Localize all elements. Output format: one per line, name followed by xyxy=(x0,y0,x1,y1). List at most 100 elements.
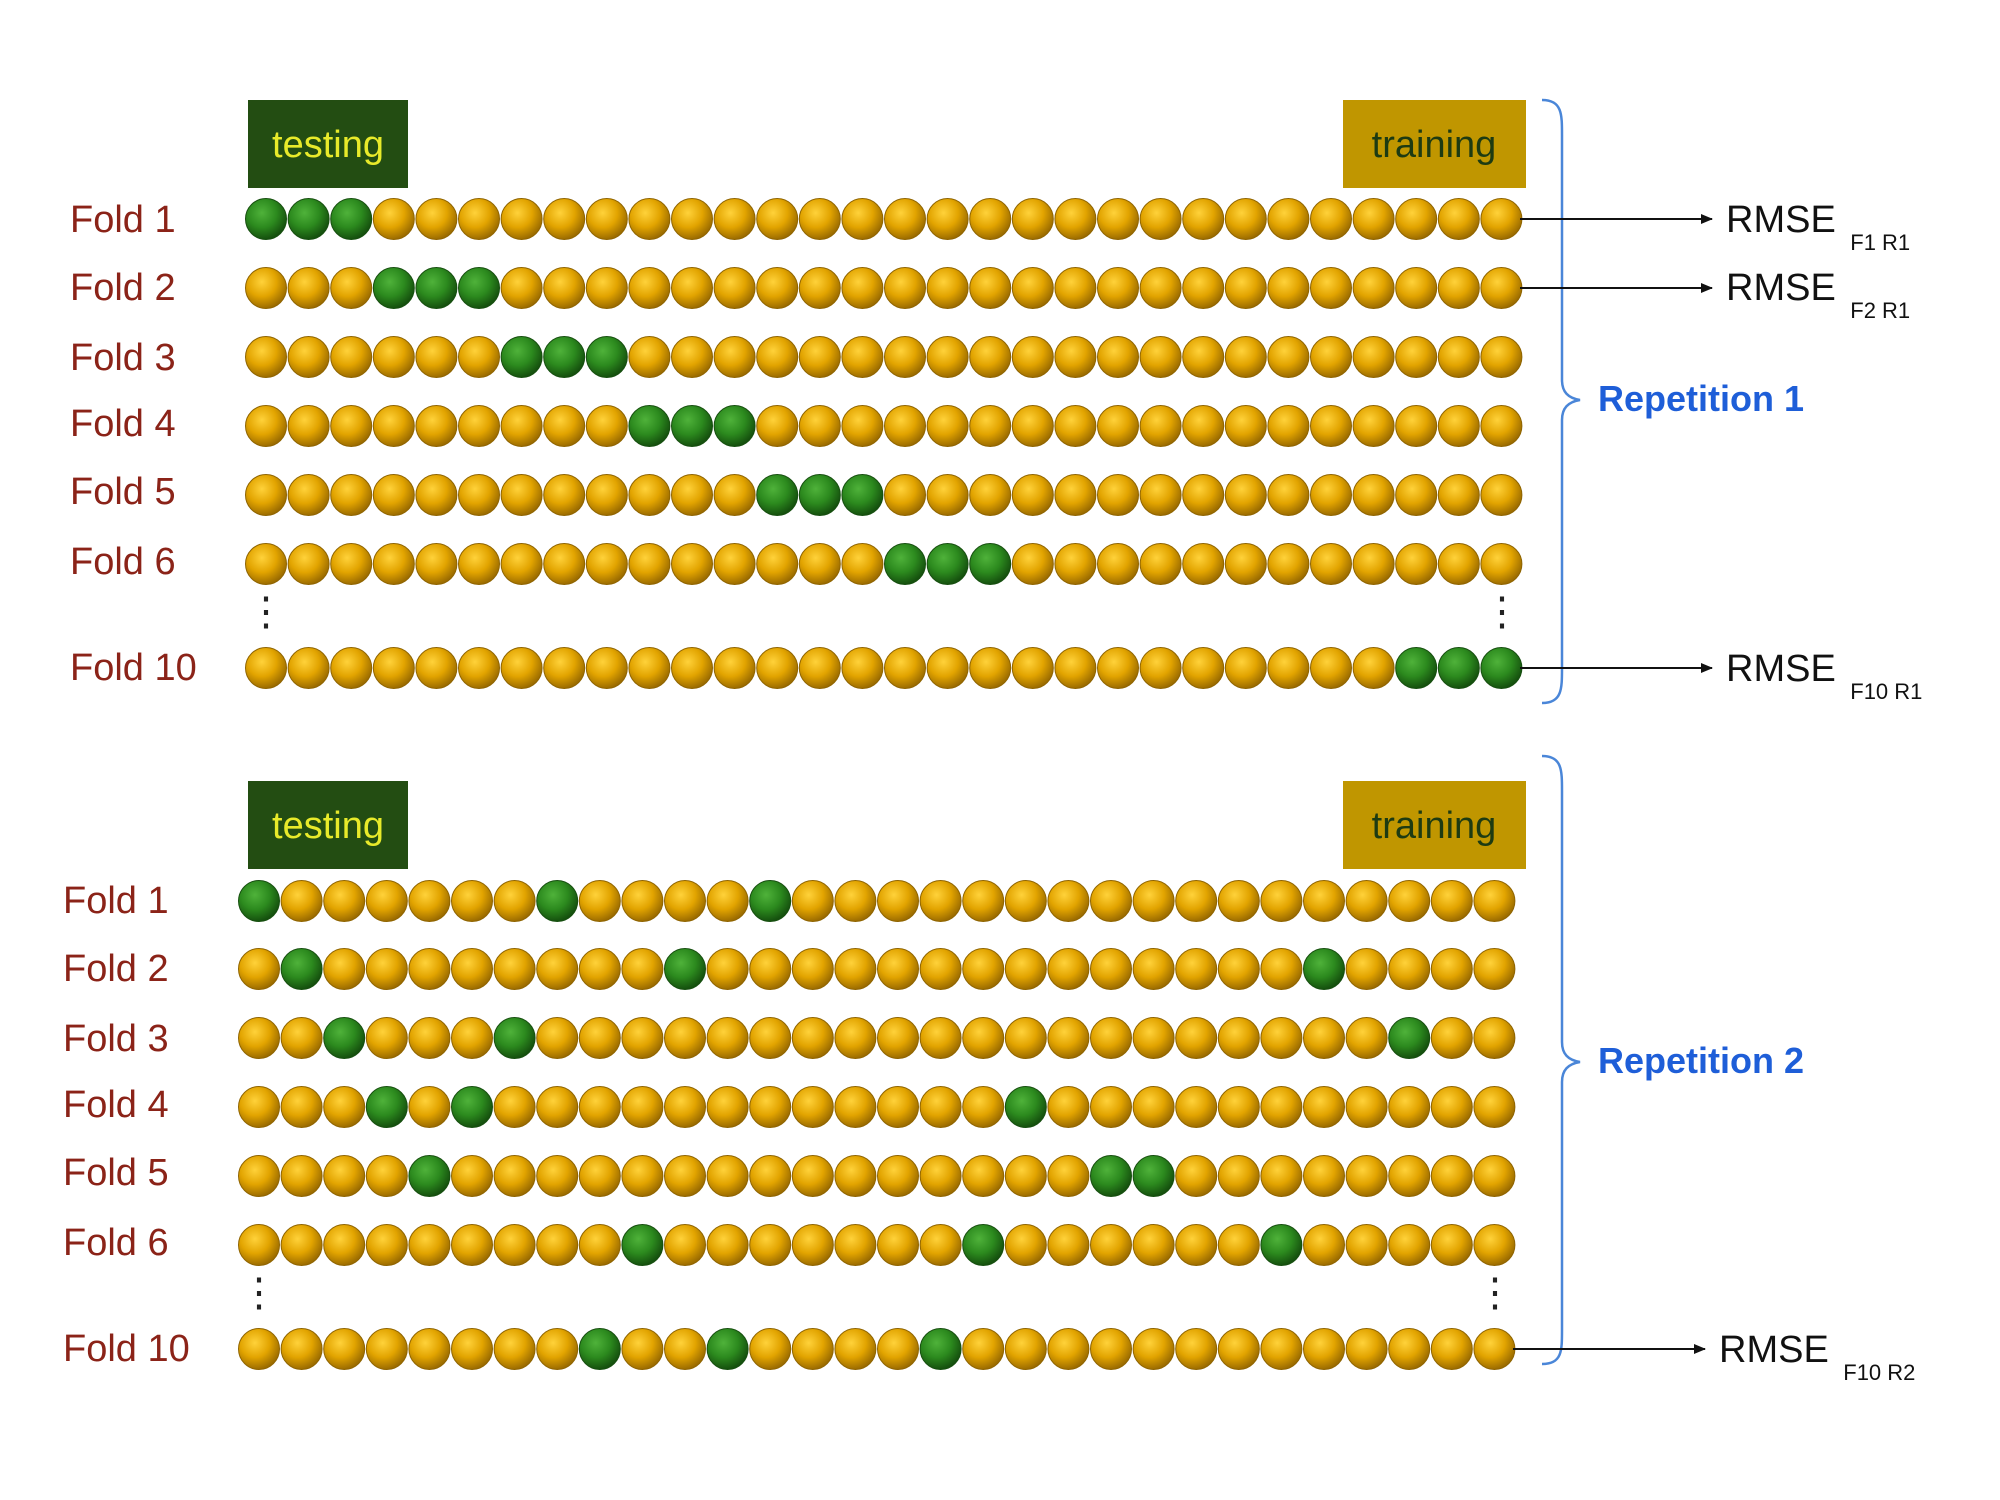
training-ball xyxy=(1054,543,1097,585)
training-ball xyxy=(798,267,841,309)
training-ball xyxy=(628,267,671,309)
training-ball xyxy=(1473,948,1516,990)
repetition-2: testing training Fold 1 Fold 2 Fold 3 Fo… xyxy=(63,754,1915,1385)
training-ball xyxy=(628,474,671,516)
training-ball xyxy=(536,948,579,990)
testing-ball xyxy=(884,543,926,585)
training-ball xyxy=(962,880,1005,922)
training-ball xyxy=(834,1328,877,1370)
testing-ball xyxy=(238,880,280,922)
training-ball xyxy=(500,405,543,447)
ellipsis-right: ⋮ xyxy=(1482,590,1522,634)
training-ball xyxy=(493,1086,536,1128)
training-ball xyxy=(969,336,1012,378)
training-ball xyxy=(1352,543,1395,585)
training-ball xyxy=(1097,543,1139,585)
training-ball xyxy=(834,1224,877,1266)
training-ball xyxy=(585,647,628,689)
training-ball xyxy=(1430,1224,1473,1266)
training-ball xyxy=(706,948,749,990)
training-ball xyxy=(1182,543,1225,585)
training-ball xyxy=(330,474,373,516)
training-ball xyxy=(1388,1224,1431,1266)
training-ball xyxy=(1395,405,1438,447)
training-ball xyxy=(238,1086,280,1128)
training-ball xyxy=(451,1155,493,1197)
training-ball xyxy=(969,474,1012,516)
training-ball xyxy=(1097,198,1139,240)
training-ball xyxy=(458,647,500,689)
training-ball xyxy=(1260,1155,1303,1197)
training-ball xyxy=(1217,1155,1260,1197)
fold-label: Fold 1 xyxy=(70,199,176,241)
training-ball xyxy=(585,405,628,447)
training-ball xyxy=(458,543,500,585)
training-ball xyxy=(585,198,628,240)
training-ball xyxy=(841,336,884,378)
training-ball xyxy=(1011,336,1054,378)
training-ball xyxy=(1430,1328,1473,1370)
training-ball xyxy=(536,1017,579,1059)
training-ball xyxy=(664,1086,706,1128)
training-ball xyxy=(372,336,415,378)
training-ball xyxy=(372,543,415,585)
testing-ball xyxy=(245,198,287,240)
training-ball xyxy=(1480,267,1523,309)
training-ball xyxy=(1047,1155,1090,1197)
fold-label: Fold 6 xyxy=(70,541,176,583)
testing-ball xyxy=(578,1328,621,1370)
training-ball xyxy=(706,1017,749,1059)
training-ball xyxy=(1430,1017,1473,1059)
testing-ball xyxy=(323,1017,366,1059)
training-ball xyxy=(1224,543,1267,585)
testing-ball xyxy=(1004,1086,1047,1128)
training-ball xyxy=(621,948,664,990)
training-ball xyxy=(926,474,969,516)
testing-ball xyxy=(1437,647,1480,689)
training-ball xyxy=(1352,336,1395,378)
training-ball xyxy=(664,880,706,922)
training-ball xyxy=(749,1328,792,1370)
fold-label: Fold 4 xyxy=(63,1084,169,1126)
training-ball xyxy=(1352,198,1395,240)
training-ball xyxy=(1004,880,1047,922)
training-ball xyxy=(408,1328,451,1370)
training-ball xyxy=(1132,948,1175,990)
training-ball xyxy=(877,1086,919,1128)
training-ball xyxy=(798,647,841,689)
training-ball xyxy=(706,1224,749,1266)
training-ball xyxy=(451,1017,493,1059)
training-ball xyxy=(621,1155,664,1197)
training-ball xyxy=(1430,1155,1473,1197)
testing-ball xyxy=(756,474,799,516)
training-ball xyxy=(1260,1086,1303,1128)
training-ball xyxy=(884,198,926,240)
testing-ball xyxy=(415,267,458,309)
training-ball xyxy=(287,405,330,447)
training-ball xyxy=(1303,1155,1345,1197)
testing-ball xyxy=(1132,1155,1175,1197)
training-ball xyxy=(1437,405,1480,447)
training-ball xyxy=(1054,267,1097,309)
training-ball xyxy=(372,405,415,447)
training-ball xyxy=(1139,198,1182,240)
training-ball xyxy=(1182,198,1225,240)
training-ball xyxy=(1182,336,1225,378)
training-ball xyxy=(365,1328,408,1370)
training-ball xyxy=(756,543,799,585)
training-ball xyxy=(245,647,287,689)
fold-label: Fold 1 xyxy=(63,880,169,922)
testing-legend-box xyxy=(248,781,408,869)
training-ball xyxy=(1175,1017,1218,1059)
training-ball xyxy=(365,880,408,922)
training-ball xyxy=(1011,474,1054,516)
training-ball xyxy=(1182,474,1225,516)
training-ball xyxy=(884,474,926,516)
training-ball xyxy=(1395,543,1438,585)
testing-ball xyxy=(1260,1224,1303,1266)
training-ball xyxy=(365,1155,408,1197)
testing-ball xyxy=(408,1155,451,1197)
training-ball xyxy=(372,198,415,240)
training-ball xyxy=(1132,1224,1175,1266)
testing-ball xyxy=(749,880,792,922)
